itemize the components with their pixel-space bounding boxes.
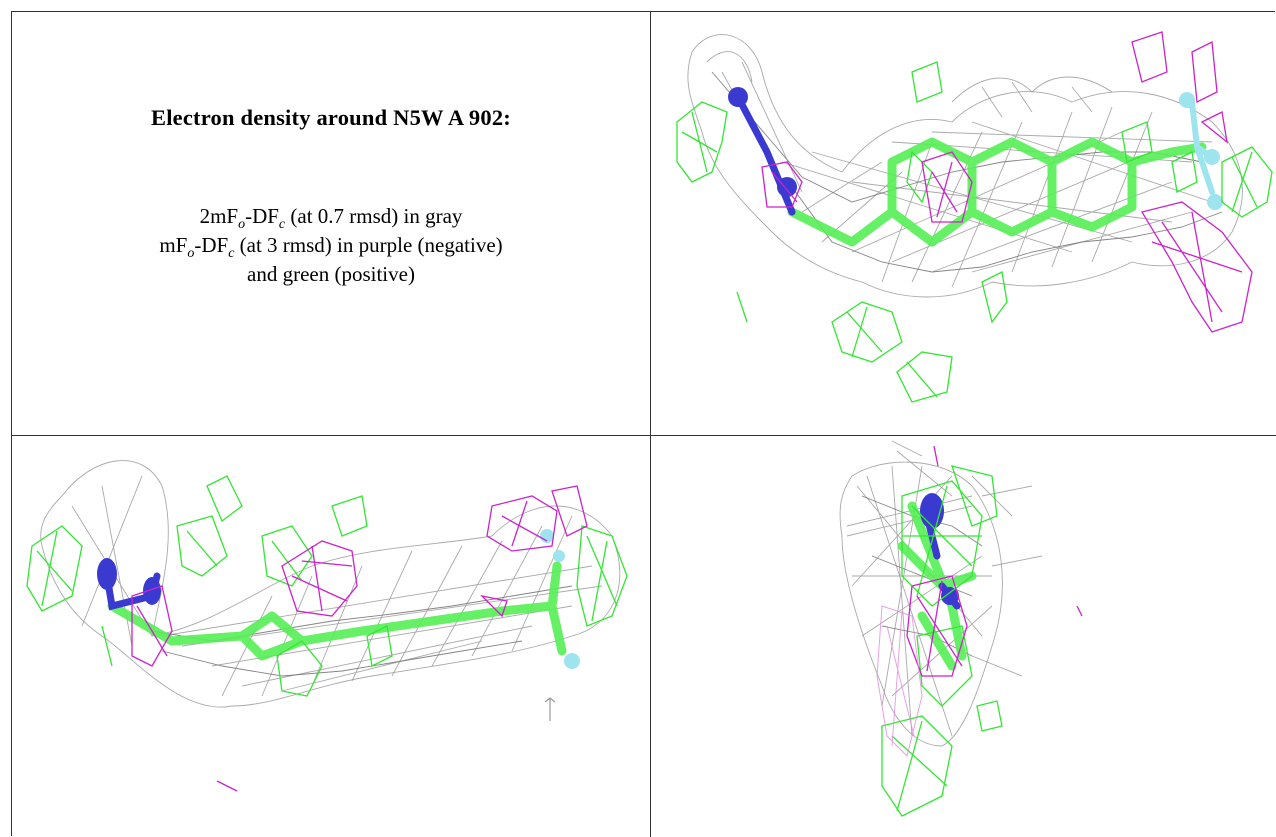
legend-2fofc-suffix: (at 0.7 rmsd) in gray — [285, 204, 463, 228]
legend-line-2fofc: 2mFo-DFc (at 0.7 rmsd) in gray — [12, 202, 650, 233]
table-row-divider — [11, 435, 1276, 436]
mesh-fragment — [544, 697, 556, 721]
legend-2fofc-prefix: 2mF — [199, 204, 239, 228]
negative-difference-density — [876, 445, 1083, 757]
figure-title: Electron density around N5W A 902: — [151, 105, 511, 130]
density-image-side — [26, 460, 628, 792]
density-image-top — [676, 31, 1273, 403]
density-view-end — [652, 436, 1276, 836]
density-view-top — [652, 12, 1276, 435]
ligand-sticks — [97, 529, 580, 669]
nitrogen-atom — [97, 558, 117, 590]
ligand-sticks — [728, 87, 1223, 247]
figure-table-frame — [11, 11, 1275, 836]
map-legend: 2mFo-DFc (at 0.7 rmsd) in gray mFo-DFc (… — [12, 202, 650, 289]
fluorine-atom — [1207, 194, 1223, 210]
legend-fofc-prefix: mF — [159, 233, 188, 257]
fluorine-atom — [564, 653, 580, 669]
nitrogen-atom — [777, 177, 797, 197]
positive-difference-density — [881, 465, 1003, 817]
legend-2fofc-sub-c: c — [278, 217, 286, 233]
fluorine-atom — [1179, 92, 1195, 108]
table-column-divider — [650, 11, 651, 837]
legend-line-fofc-cont: and green (positive) — [247, 262, 415, 286]
caption-cell: Electron density around N5W A 902: 2mFo-… — [12, 12, 650, 435]
fluorine-atom — [553, 550, 565, 562]
legend-fofc-suffix: (at 3 rmsd) in purple (negative) — [234, 233, 503, 257]
legend-line-fofc: mFo-DFc (at 3 rmsd) in purple (negative) — [12, 231, 650, 262]
fluorine-atom — [1204, 149, 1220, 165]
nitrogen-atom — [728, 87, 748, 107]
density-image-end — [839, 440, 1083, 817]
gray-mesh — [839, 440, 1043, 747]
nitrogen-atom — [143, 577, 161, 605]
nitrogen-atom — [941, 587, 959, 605]
legend-fofc-sub-c: c — [228, 246, 235, 262]
legend-2fofc-mid: -DF — [245, 204, 279, 228]
gray-mesh — [40, 460, 621, 708]
legend-2fofc-sub-o: o — [238, 217, 246, 233]
legend-fofc-mid: -DF — [194, 233, 229, 257]
positive-difference-density — [676, 61, 1273, 403]
legend-fofc-sub-o: o — [187, 246, 195, 262]
density-view-side — [12, 436, 650, 836]
negative-difference-density — [761, 31, 1253, 333]
negative-difference-density — [131, 485, 588, 792]
positive-difference-density — [26, 475, 628, 697]
